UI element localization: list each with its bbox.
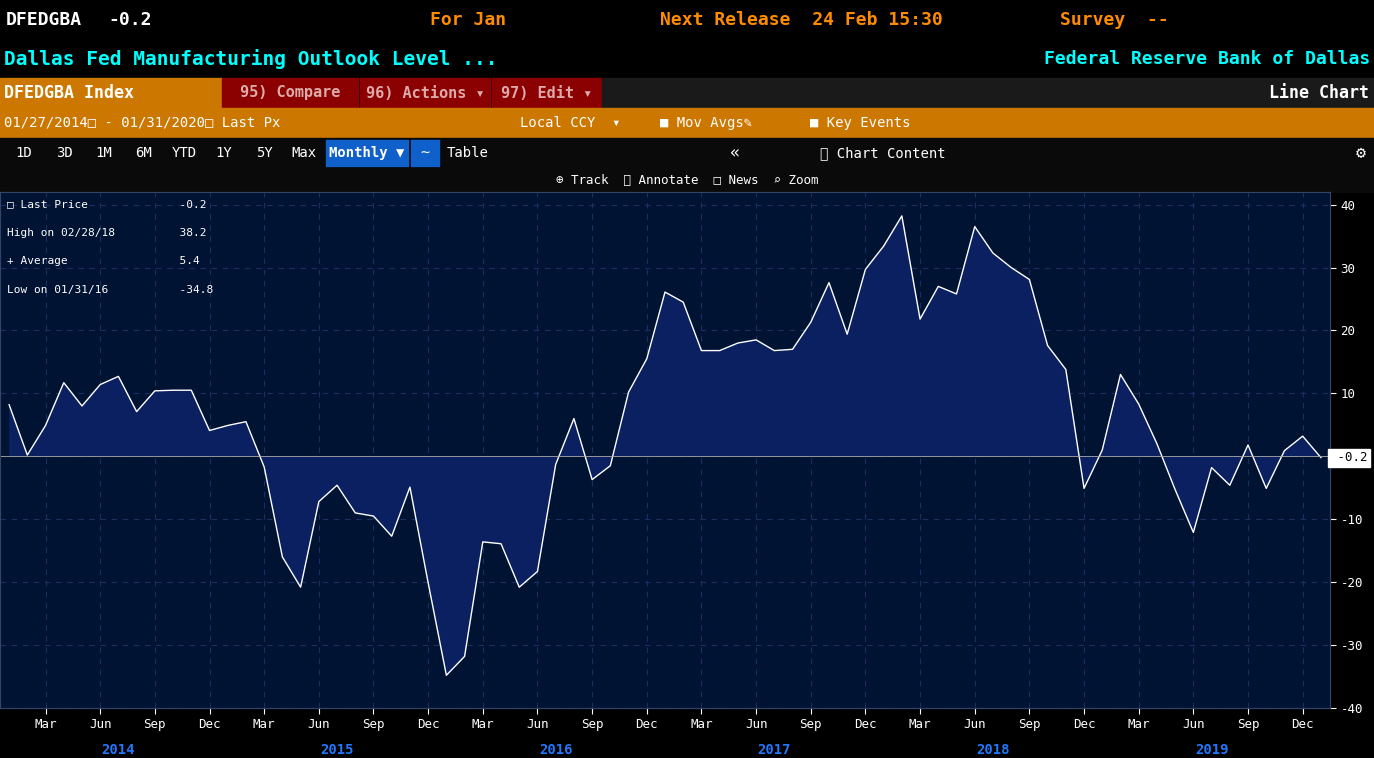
Text: 2018: 2018 — [976, 743, 1010, 756]
Bar — [326, 140, 408, 166]
Text: 1Y: 1Y — [216, 146, 232, 160]
Bar — [0, 138, 1374, 168]
Text: 2017: 2017 — [757, 743, 791, 756]
Text: YTD: YTD — [172, 146, 196, 160]
Text: -0.2: -0.2 — [1330, 451, 1367, 464]
Text: 1M: 1M — [96, 146, 113, 160]
Text: Line Chart: Line Chart — [1270, 84, 1369, 102]
Text: Low on 01/31/16: Low on 01/31/16 — [7, 285, 109, 295]
Text: Monthly ▼: Monthly ▼ — [330, 146, 405, 160]
Text: Local CCY  ▾: Local CCY ▾ — [519, 116, 621, 130]
Text: 38.2: 38.2 — [166, 228, 206, 238]
Text: For Jan: For Jan — [430, 11, 506, 29]
Text: 2015: 2015 — [320, 743, 353, 756]
Bar — [360, 78, 491, 108]
Text: □ Last Price: □ Last Price — [7, 200, 88, 210]
Text: 3D: 3D — [55, 146, 73, 160]
Text: 95) Compare: 95) Compare — [240, 86, 341, 101]
Bar — [0, 0, 1374, 40]
Bar — [0, 40, 1374, 78]
Text: 97) Edit ▾: 97) Edit ▾ — [502, 86, 592, 101]
Text: «: « — [730, 144, 741, 162]
Text: 96) Actions ▾: 96) Actions ▾ — [365, 86, 484, 101]
Bar — [0, 168, 1374, 192]
Text: 1D: 1D — [15, 146, 33, 160]
Text: Federal Reserve Bank of Dallas: Federal Reserve Bank of Dallas — [1044, 50, 1370, 68]
Bar — [492, 78, 602, 108]
Text: Dallas Fed Manufacturing Outlook Level ...: Dallas Fed Manufacturing Outlook Level .… — [4, 49, 497, 69]
Text: ⚙: ⚙ — [1356, 144, 1366, 162]
Bar — [223, 78, 359, 108]
Text: Table: Table — [447, 146, 489, 160]
Text: ■ Key Events: ■ Key Events — [811, 116, 911, 130]
Text: Next Release  24 Feb 15:30: Next Release 24 Feb 15:30 — [660, 11, 943, 29]
Text: + Average: + Average — [7, 256, 67, 267]
Bar — [0, 108, 1374, 138]
Text: 2016: 2016 — [539, 743, 573, 756]
Text: -0.2: -0.2 — [109, 11, 151, 29]
Text: Survey  --: Survey -- — [1059, 11, 1169, 29]
Text: 01/27/2014□ - 01/31/2020□ Last Px: 01/27/2014□ - 01/31/2020□ Last Px — [4, 116, 280, 130]
Text: -0.2: -0.2 — [166, 200, 206, 210]
Text: Max: Max — [291, 146, 316, 160]
Text: 6M: 6M — [136, 146, 153, 160]
Bar — [602, 78, 1374, 108]
Text: -34.8: -34.8 — [166, 285, 213, 295]
Text: 2019: 2019 — [1195, 743, 1228, 756]
Bar — [411, 140, 440, 166]
Text: ∼: ∼ — [420, 146, 430, 161]
Text: 5Y: 5Y — [256, 146, 272, 160]
Text: 2014: 2014 — [102, 743, 135, 756]
Text: ⊕ Track  ⁄ Annotate  □ News  ⌕ Zoom: ⊕ Track ⁄ Annotate □ News ⌕ Zoom — [555, 174, 819, 186]
Bar — [0, 78, 223, 108]
Text: DFEDGBA Index: DFEDGBA Index — [4, 84, 135, 102]
Text: 5.4: 5.4 — [166, 256, 201, 267]
Text: ■ Mov Avgs✎: ■ Mov Avgs✎ — [660, 116, 752, 130]
Text: ⚤ Chart Content: ⚤ Chart Content — [820, 146, 945, 160]
Text: High on 02/28/18: High on 02/28/18 — [7, 228, 114, 238]
Text: DFEDGBA: DFEDGBA — [5, 11, 82, 29]
